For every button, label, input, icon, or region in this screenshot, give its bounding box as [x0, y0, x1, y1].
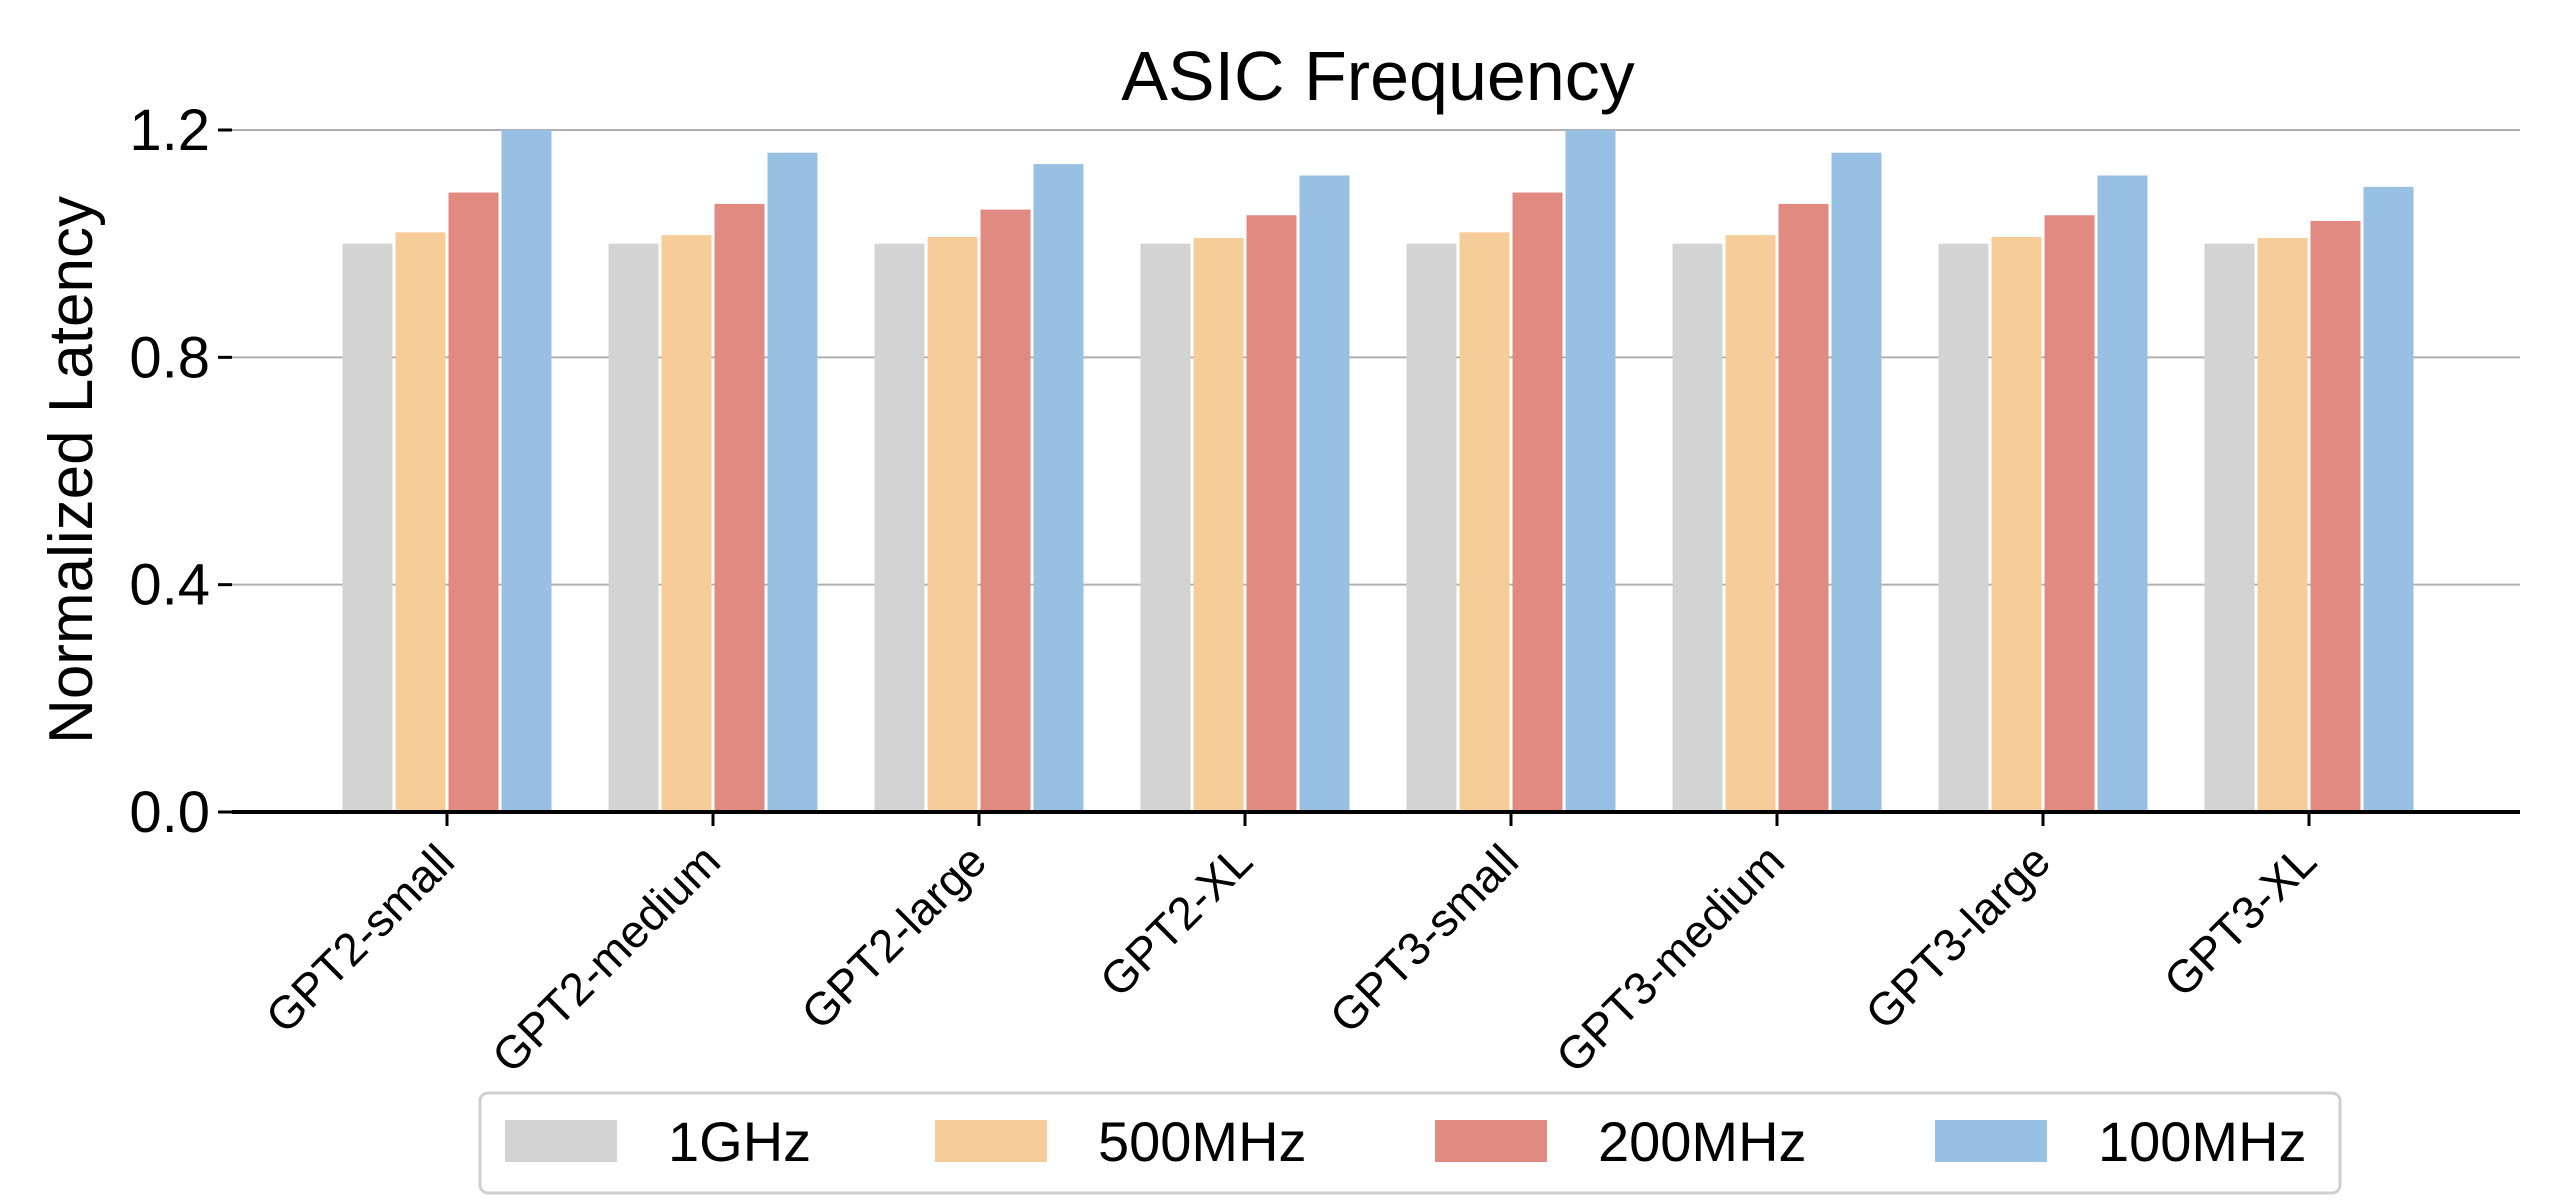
legend: 1GHz 500MHz 200MHz 100MHz	[478, 1091, 2342, 1195]
bar-200MHz-GPT3-XL	[2310, 220, 2361, 812]
y-tick-label: 0.0	[129, 780, 210, 845]
x-tick-label: GPT2-XL	[1090, 834, 1262, 1006]
bar-100MHz-GPT2-medium	[767, 152, 818, 812]
bar-1GHz-GPT2-small	[342, 243, 393, 812]
bar-500MHz-GPT3-XL	[2257, 237, 2308, 812]
bar-1GHz-GPT2-large	[874, 243, 925, 812]
x-tick-label: GPT2-small	[256, 834, 464, 1042]
bar-100MHz-GPT2-small	[501, 130, 552, 812]
bar-500MHz-GPT3-large	[1991, 236, 2042, 812]
bar-1GHz-GPT2-XL	[1140, 243, 1191, 812]
x-ticks: GPT2-small GPT2-medium GPT2-large GPT2-XL GP…	[256, 812, 2326, 1083]
bar-100MHz-GPT3-small	[1565, 130, 1616, 812]
chart-title: ASIC Frequency	[1121, 37, 1635, 115]
bar-500MHz-GPT3-small	[1459, 232, 1510, 813]
x-tick-label: GPT2-medium	[482, 834, 730, 1082]
bar-200MHz-GPT2-XL	[1246, 215, 1297, 812]
bar-1GHz-GPT3-small	[1406, 243, 1457, 812]
bar-100MHz-GPT3-XL	[2363, 186, 2414, 813]
legend-label-1GHz: 1GHz	[668, 1110, 811, 1173]
bar-200MHz-GPT3-medium	[1778, 203, 1829, 813]
legend-swatch-100MHz	[1935, 1120, 2047, 1162]
bar-1GHz-GPT3-large	[1938, 243, 1989, 812]
y-tick-label: 0.8	[129, 325, 210, 390]
legend-box	[478, 1091, 2342, 1195]
bar-1GHz-GPT3-XL	[2204, 243, 2255, 812]
legend-swatch-500MHz	[935, 1120, 1047, 1162]
bar-1GHz-GPT3-medium	[1672, 243, 1723, 812]
bar-500MHz-GPT2-small	[395, 232, 446, 813]
bar-200MHz-GPT2-large	[980, 209, 1031, 813]
bar-500MHz-GPT3-medium	[1725, 235, 1776, 812]
y-tick-label: 1.2	[129, 98, 210, 163]
bar-100MHz-GPT2-large	[1033, 164, 1084, 813]
x-tick-label: GPT3-XL	[2154, 834, 2326, 1006]
bar-200MHz-GPT3-large	[2044, 215, 2095, 812]
bar-1GHz-GPT2-medium	[608, 243, 659, 812]
x-tick-label: GPT3-small	[1320, 834, 1528, 1042]
legend-label-100MHz: 100MHz	[2098, 1110, 2307, 1173]
x-tick-label: GPT3-large	[1855, 834, 2060, 1039]
legend-swatch-200MHz	[1435, 1120, 1547, 1162]
bar-200MHz-GPT2-medium	[714, 203, 765, 813]
x-tick-label: GPT2-large	[791, 834, 996, 1039]
bar-100MHz-GPT3-medium	[1831, 152, 1882, 812]
gridlines	[232, 129, 2520, 586]
bar-500MHz-GPT2-medium	[661, 235, 712, 812]
bar-100MHz-GPT3-large	[2097, 175, 2148, 812]
y-axis-label: Normalized Latency	[37, 196, 106, 744]
bar-500MHz-GPT2-large	[927, 236, 978, 812]
legend-label-200MHz: 200MHz	[1598, 1110, 1807, 1173]
bar-500MHz-GPT2-XL	[1193, 237, 1244, 812]
bar-200MHz-GPT3-small	[1512, 192, 1563, 812]
legend-label-500MHz: 500MHz	[1098, 1110, 1307, 1173]
y-tick-label: 0.4	[129, 553, 210, 618]
bar-200MHz-GPT2-small	[448, 192, 499, 812]
legend-swatch-1GHz	[505, 1120, 617, 1162]
bars	[342, 130, 2414, 813]
bar-100MHz-GPT2-XL	[1299, 175, 1350, 812]
x-tick-label: GPT3-medium	[1546, 834, 1794, 1082]
y-ticks: 0.0 0.4 0.8 1.2	[129, 98, 232, 845]
